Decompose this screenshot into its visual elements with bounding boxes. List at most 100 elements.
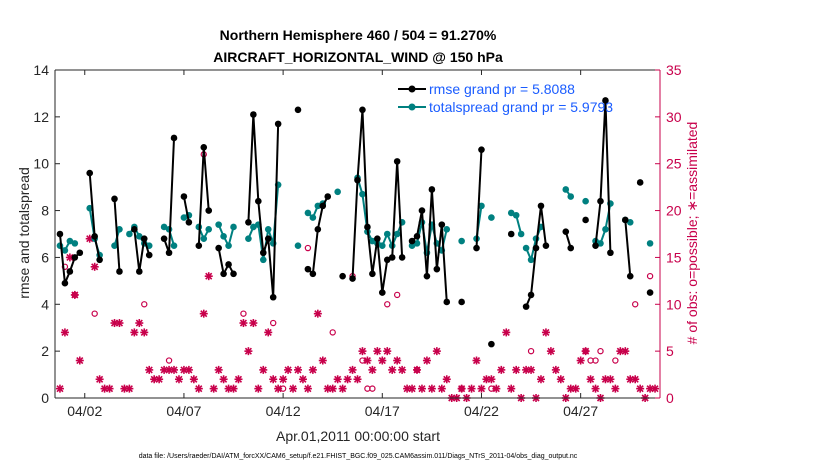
totalspread-point	[205, 226, 213, 233]
rmse-point	[250, 111, 257, 118]
obs-assimilated-point	[293, 365, 302, 374]
totalspread-point	[458, 237, 465, 245]
rmse-point	[359, 106, 366, 114]
obs-assimilated-point	[184, 365, 193, 374]
rmse-point	[369, 270, 376, 278]
totalspread-point	[393, 230, 401, 238]
obs-assimilated-point	[358, 347, 367, 356]
obs-assimilated-point	[546, 347, 555, 356]
obs-possible-point	[413, 366, 421, 374]
totalspread-line-segment	[217, 224, 235, 247]
totalspread-point	[488, 214, 495, 221]
obs-assimilated-point	[239, 319, 248, 328]
obs-assimilated-point	[125, 384, 134, 393]
obs-possible-point	[646, 272, 654, 280]
obs-possible-point	[165, 357, 173, 364]
rmse-point	[255, 197, 262, 205]
obs-assimilated-point	[55, 384, 64, 393]
obs-assimilated-point	[621, 347, 630, 356]
obs-assimilated-point	[298, 375, 307, 384]
totalspread-point	[359, 190, 366, 198]
rmse-point	[532, 244, 540, 252]
rmse-point	[145, 251, 153, 259]
obs-assimilated-point	[333, 375, 342, 384]
rmse-point	[71, 254, 79, 261]
totalspread-point	[136, 233, 143, 240]
obs-assimilated-point	[591, 384, 600, 393]
totalspread-point	[225, 242, 232, 250]
totalspread-point	[264, 226, 272, 233]
obs-assimilated-point	[507, 384, 516, 393]
data-file-footer: data file: /Users/raeder/DAI/ATM_forcXX/…	[139, 453, 578, 460]
obs-assimilated-point	[135, 319, 144, 328]
rmse-point	[140, 235, 148, 242]
x-tick-label: 04/12	[266, 403, 301, 419]
totalspread-point	[383, 230, 391, 238]
rmse-point	[309, 270, 317, 278]
chart-title-line1: Northern Hemisphere 460 / 504 = 91.270%	[220, 27, 497, 43]
rmse-point	[66, 268, 74, 275]
obs-assimilated-point	[174, 375, 183, 384]
totalspread-point	[408, 242, 416, 250]
obs-assimilated-point	[90, 262, 99, 271]
obs-assimilated-point	[636, 384, 645, 393]
rmse-point	[259, 249, 267, 257]
y-left-tick-label: 10	[33, 156, 49, 172]
totalspread-point	[304, 209, 312, 217]
obs-possible-point	[304, 244, 312, 252]
rmse-point	[413, 233, 421, 240]
rmse-point	[354, 176, 361, 184]
obs-assimilated-point	[75, 356, 84, 365]
x-tick-label: 04/07	[166, 403, 201, 419]
totalspread-point	[378, 242, 386, 250]
totalspread-point	[522, 244, 530, 252]
rmse-point	[374, 235, 381, 242]
totalspread-point	[245, 235, 252, 242]
obs-assimilated-point	[512, 365, 521, 374]
totalspread-point	[71, 240, 79, 247]
totalspread-point	[597, 240, 604, 247]
rmse-point	[607, 249, 614, 257]
totalspread-point	[111, 242, 118, 250]
rmse-point	[458, 298, 465, 306]
obs-assimilated-point	[651, 384, 660, 393]
totalspread-point	[413, 240, 421, 247]
totalspread-point	[259, 256, 267, 264]
rmse-point	[378, 289, 386, 296]
obs-possible-point	[612, 357, 619, 364]
totalspread-point	[61, 247, 69, 254]
obs-assimilated-point	[338, 384, 347, 393]
y-left-tick-label: 14	[33, 62, 49, 78]
rmse-point	[393, 158, 401, 165]
rmse-point	[200, 144, 208, 151]
rmse-point	[269, 293, 277, 301]
obs-assimilated-point	[229, 384, 238, 393]
obs-assimilated-point	[269, 375, 278, 384]
y-right-tick-label: 10	[666, 296, 682, 312]
rmse-point	[111, 195, 118, 203]
obs-possible-point	[632, 301, 639, 308]
rmse-point	[522, 303, 530, 310]
rmse-point	[527, 291, 535, 299]
obs-assimilated-point	[497, 365, 506, 374]
x-tick-label: 04/27	[563, 403, 598, 419]
totalspread-point	[180, 214, 188, 221]
obs-possible-point	[91, 310, 98, 317]
obs-assimilated-point	[388, 365, 397, 374]
y-axis-left: 0 2 4 6 8 10 12 14	[33, 62, 60, 406]
rmse-point	[507, 230, 515, 238]
rmse-point	[116, 268, 123, 275]
totalspread-point	[334, 188, 341, 196]
obs-assimilated-point	[254, 384, 263, 393]
rmse-point	[349, 275, 356, 282]
y-left-tick-label: 8	[41, 203, 49, 219]
legend-spread-marker	[408, 103, 416, 111]
rmse-point	[230, 270, 237, 278]
obs-assimilated-point	[189, 375, 198, 384]
y-right-tick-label: 35	[666, 62, 682, 78]
totalspread-point	[294, 242, 302, 250]
rmse-point	[274, 120, 282, 128]
rmse-point	[136, 268, 143, 275]
y-right-tick-label: 30	[666, 109, 682, 125]
rmse-point	[215, 244, 222, 252]
